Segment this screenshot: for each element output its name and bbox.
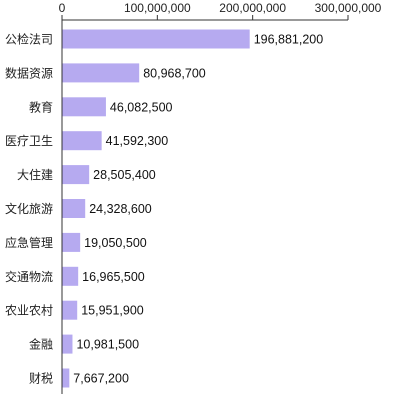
bar <box>62 232 81 252</box>
bars <box>62 29 250 388</box>
value-label: 10,981,500 <box>76 338 139 352</box>
value-label: 15,951,900 <box>81 304 144 318</box>
category-label: 医疗卫生 <box>5 134 53 148</box>
bar <box>62 199 86 218</box>
bar <box>62 334 73 354</box>
x-tick-label: 100,000,000 <box>124 1 191 15</box>
category-label: 数据资源 <box>5 65 53 80</box>
x-axis: 0 100,000,000 200,000,000 300,000,000 <box>59 1 382 394</box>
category-label: 金融 <box>29 337 53 352</box>
bar <box>62 97 106 117</box>
bar <box>62 266 79 286</box>
bar <box>62 63 140 83</box>
value-labels: 196,881,200 80,968,700 46,082,500 41,592,30… <box>73 33 323 386</box>
bar <box>62 368 70 388</box>
x-tick-label: 0 <box>59 1 66 15</box>
bar <box>62 29 250 49</box>
category-label: 农业农村 <box>5 304 53 318</box>
x-tick-label: 200,000,000 <box>219 1 286 15</box>
bar <box>62 165 90 185</box>
category-label: 大住建 <box>17 168 53 182</box>
category-label: 交通物流 <box>5 269 53 284</box>
bar <box>62 131 102 151</box>
value-label: 28,505,400 <box>93 168 156 182</box>
category-label: 应急管理 <box>5 235 53 250</box>
value-label: 41,592,300 <box>106 134 169 148</box>
value-label: 80,968,700 <box>143 66 206 80</box>
category-label: 公检法司 <box>5 32 53 47</box>
category-label: 文化旅游 <box>5 201 53 216</box>
category-label: 财税 <box>29 372 53 386</box>
value-label: 196,881,200 <box>254 33 324 47</box>
value-label: 24,328,600 <box>89 202 152 216</box>
bar <box>62 300 78 320</box>
value-label: 46,082,500 <box>110 100 173 114</box>
x-tick-label: 300,000,000 <box>315 1 382 15</box>
value-label: 16,965,500 <box>82 270 145 284</box>
value-label: 19,050,500 <box>84 236 147 250</box>
category-label: 教育 <box>29 99 53 114</box>
value-label: 7,667,200 <box>73 372 129 386</box>
